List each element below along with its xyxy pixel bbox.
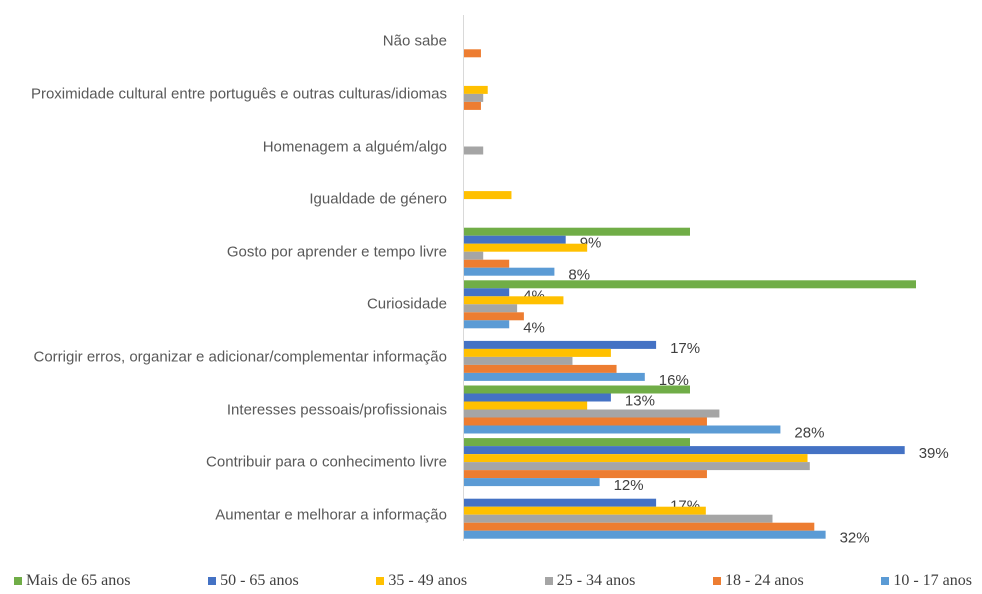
legend-item: 25 - 34 anos (544, 572, 636, 590)
bar (464, 251, 484, 260)
data-label: 8% (568, 267, 590, 284)
bar (464, 348, 611, 357)
bar (464, 506, 706, 515)
bar (464, 191, 512, 200)
bar (464, 498, 657, 507)
bar (464, 356, 573, 365)
legend-swatch (208, 577, 217, 585)
bar (464, 401, 588, 410)
category-label: Curiosidade (366, 295, 447, 313)
data-label: 12% (614, 477, 644, 494)
bar (464, 304, 518, 313)
bar (464, 372, 645, 381)
category-label: Não sabe (382, 32, 447, 50)
category-label: Proximidade cultural entre português e o… (30, 85, 447, 103)
bar (464, 288, 510, 297)
legend-item: 50 - 65 anos (208, 572, 299, 590)
category-label: Igualdade de género (309, 190, 447, 208)
category-label: Aumentar e melhorar a informação (215, 506, 447, 524)
legend-label: 18 - 24 anos (725, 572, 804, 589)
category-label: Contribuir para o conhecimento livre (206, 453, 447, 471)
bar (464, 454, 808, 463)
data-label: 39% (919, 445, 949, 462)
bar (464, 530, 826, 539)
data-label: 16% (659, 372, 689, 389)
bar (464, 364, 617, 373)
category-label: Homenagem a alguém/algo (262, 138, 447, 155)
bar (464, 417, 707, 426)
bar (464, 462, 810, 471)
legend-item: 18 - 24 anos (713, 572, 804, 590)
bar (464, 478, 600, 487)
bar (464, 385, 690, 394)
bar (464, 446, 905, 455)
legend-item: 10 - 17 anos (881, 572, 972, 590)
bar (464, 259, 510, 268)
legend-item: Mais de 65 anos (14, 572, 130, 590)
bar (464, 425, 781, 434)
bar (464, 514, 773, 523)
bar (464, 49, 481, 58)
bar (464, 340, 657, 349)
data-label: 17% (670, 340, 700, 357)
legend-swatch (376, 577, 385, 585)
category-label: Corrigir erros, organizar e adicionar/co… (33, 348, 447, 366)
data-label: 32% (840, 530, 870, 547)
legend-item: 35 - 49 anos (376, 572, 467, 590)
legend-label: 35 - 49 anos (388, 572, 468, 589)
legend-label: 25 - 34 anos (556, 572, 636, 589)
legend-label: 10 - 17 anos (893, 572, 972, 589)
bar (464, 93, 484, 102)
legend-swatch (713, 577, 722, 585)
bar (464, 409, 720, 418)
bar (464, 267, 555, 276)
category-label: Gosto por aprender e tempo livre (226, 243, 447, 261)
legend-label: 50 - 65 anos (220, 572, 299, 589)
bar (464, 320, 510, 329)
bar (464, 243, 588, 252)
legend-swatch (544, 577, 553, 585)
bar (464, 85, 488, 94)
bar (464, 470, 707, 479)
bar (464, 522, 815, 531)
legend-label: Mais de 65 anos (26, 572, 131, 589)
bar (464, 146, 484, 155)
data-label: 13% (625, 392, 655, 409)
bar (464, 101, 481, 110)
bar (464, 280, 916, 289)
legend-swatch (881, 577, 890, 585)
legend: Mais de 65 anos 50 - 65 anos 35 - 49 anos 2… (14, 572, 972, 590)
bar (464, 227, 690, 236)
bar (464, 393, 611, 402)
bar (464, 235, 566, 244)
bar (464, 438, 690, 447)
bar (464, 296, 564, 305)
category-label: Interesses pessoais/profissionais (226, 401, 447, 418)
bar (464, 312, 524, 321)
data-label: 4% (523, 319, 545, 336)
data-label: 28% (794, 424, 824, 441)
legend-swatch (14, 577, 22, 585)
